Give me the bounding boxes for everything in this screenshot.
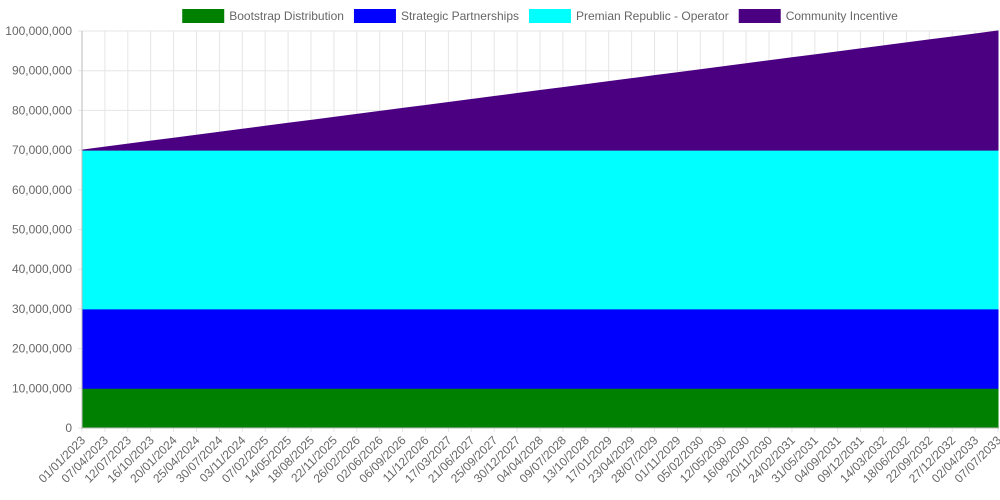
y-tick-label: 100,000,000 xyxy=(5,24,72,38)
axes xyxy=(81,31,998,429)
legend-swatch xyxy=(182,9,225,23)
y-tick-label: 60,000,000 xyxy=(12,183,72,197)
legend-swatch xyxy=(738,9,781,23)
legend-label: Premian Republic - Operator xyxy=(576,9,729,23)
y-tick-label: 0 xyxy=(65,421,72,435)
y-tick-label: 40,000,000 xyxy=(12,262,72,276)
legend-item-strategic-partnerships[interactable]: Strategic Partnerships xyxy=(353,9,519,23)
legend-swatch xyxy=(353,9,396,23)
y-tick-label: 80,000,000 xyxy=(12,103,72,117)
legend-item-premian-republic-operator[interactable]: Premian Republic - Operator xyxy=(529,9,729,23)
legend-item-bootstrap-distribution[interactable]: Bootstrap Distribution xyxy=(182,9,344,23)
y-tick-label: 10,000,000 xyxy=(12,381,72,395)
area-strategic-partnerships xyxy=(81,308,999,389)
series-areas xyxy=(81,30,999,429)
legend-label: Community Incentive xyxy=(786,9,898,23)
legend-swatch xyxy=(529,9,572,23)
y-tick-label: 70,000,000 xyxy=(12,143,72,157)
x-axis-ticks: 01/01/202307/04/202312/07/202316/10/2023… xyxy=(36,433,1000,486)
y-tick-label: 30,000,000 xyxy=(12,302,72,316)
legend-item-community-incentive[interactable]: Community Incentive xyxy=(738,9,898,23)
area-community-incentive xyxy=(81,30,999,151)
y-tick-label: 50,000,000 xyxy=(12,223,72,237)
y-tick-label: 90,000,000 xyxy=(12,64,72,78)
area-premian-republic-operator xyxy=(81,149,999,310)
y-tick-label: 20,000,000 xyxy=(12,342,72,356)
legend: Bootstrap Distribution Strategic Partners… xyxy=(182,9,898,23)
area-bootstrap-distribution xyxy=(81,387,999,429)
legend-label: Strategic Partnerships xyxy=(401,9,519,23)
legend-label: Bootstrap Distribution xyxy=(229,9,344,23)
y-axis-ticks: 0 10,000,000 20,000,000 30,000,000 40,000,00… xyxy=(5,24,72,435)
